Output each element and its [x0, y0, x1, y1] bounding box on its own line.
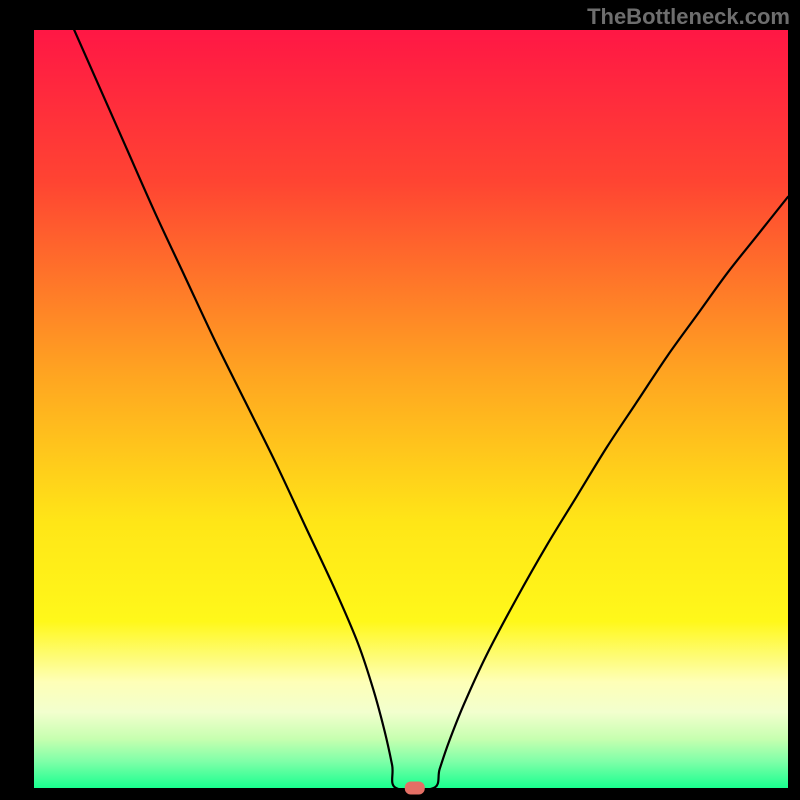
- bottleneck-chart: [0, 0, 800, 800]
- plot-background: [34, 30, 788, 788]
- watermark-text: TheBottleneck.com: [587, 4, 790, 30]
- minimum-marker: [405, 782, 425, 795]
- chart-container: { "watermark": { "text": "TheBottleneck.…: [0, 0, 800, 800]
